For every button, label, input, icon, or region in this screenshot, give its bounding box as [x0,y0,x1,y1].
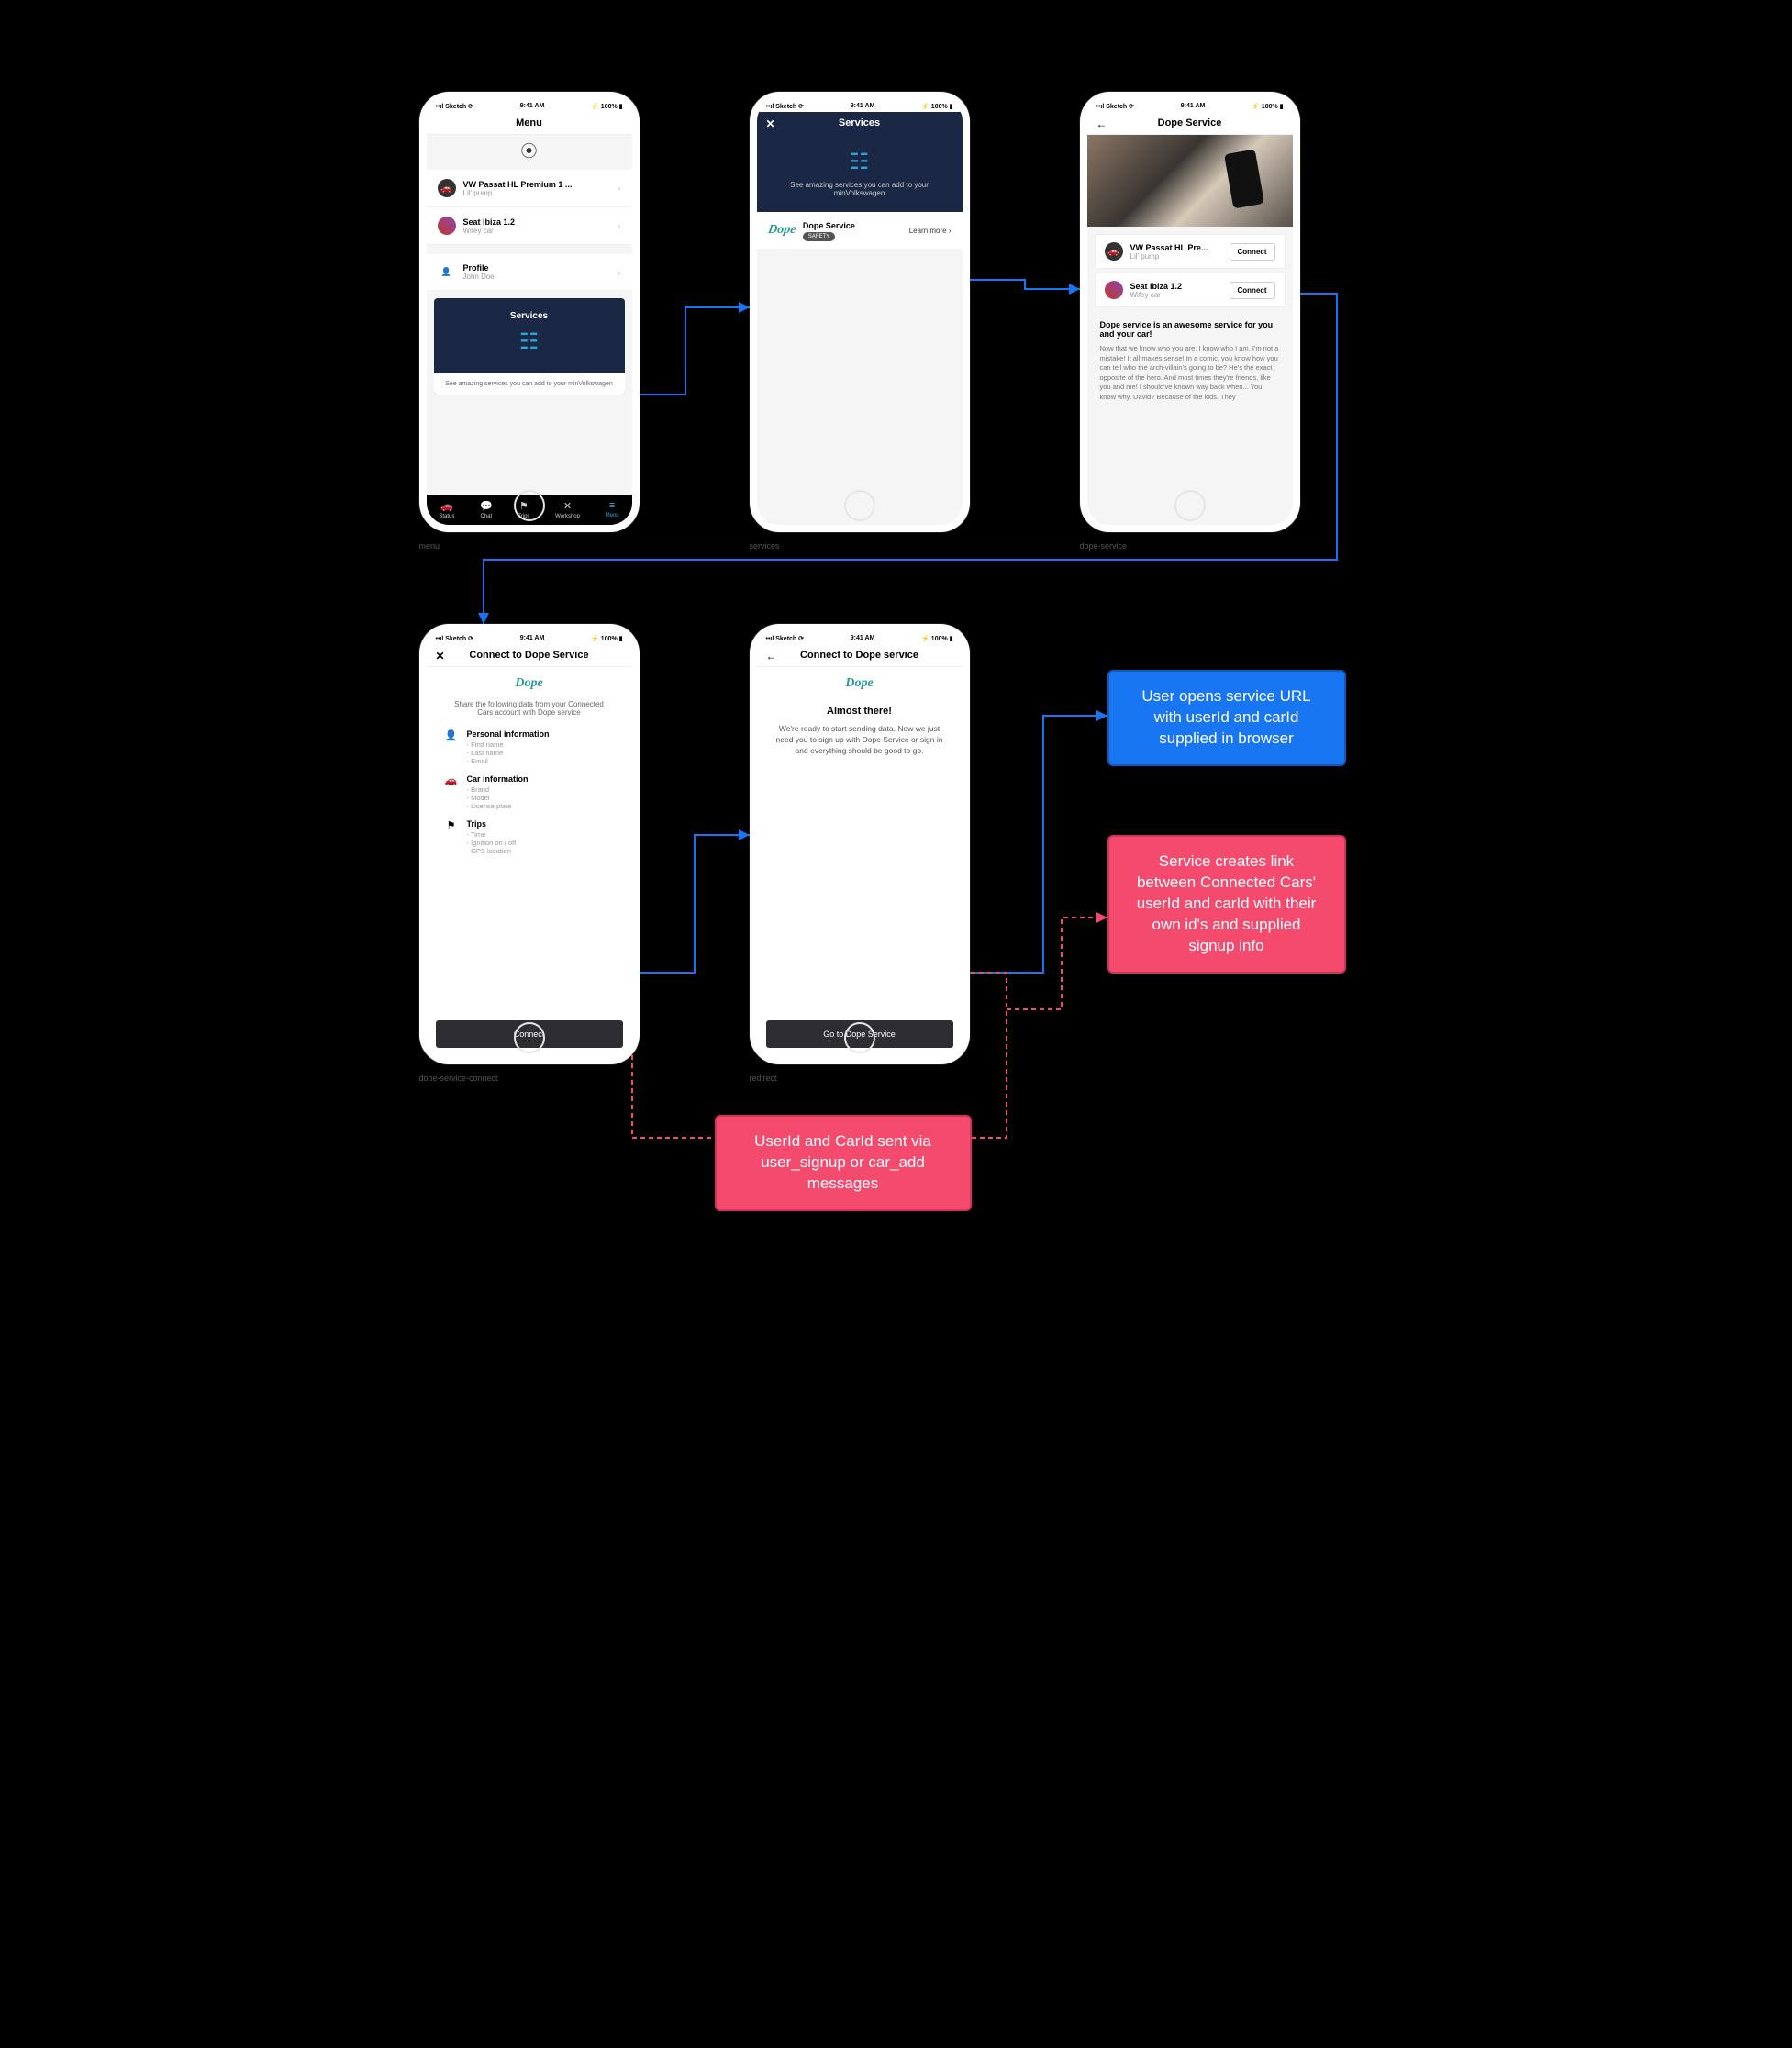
chevron-right-icon: › [618,182,621,195]
stack-icon: ☷ [775,149,944,175]
connect-button[interactable]: Connect [1230,243,1275,261]
navbar-title: ← Connect to Dope service [757,644,963,667]
connect-car-row-1: 🚗 VW Passat HL Pre... Lil' pump Connect [1095,234,1286,269]
hero-image [1087,135,1293,227]
car-icon: 🚗 [1105,242,1123,261]
chevron-right-icon: › [618,219,621,232]
close-icon[interactable]: ✕ [766,117,775,130]
navbar-title: Menu [427,112,632,135]
profile-row[interactable]: 👤 Profile John Doe › [427,254,632,291]
car-row-1[interactable]: 🚗 VW Passat HL Premium 1 ... Lil' pump › [427,170,632,207]
callout-pink-1: Service creates link between Connected C… [1107,835,1346,974]
phone-connect: ••ıl Sketch ⟳9:41 AM⚡ 100% ▮ ✕ Connect t… [419,624,640,1064]
dope-logo: Dope [845,676,873,690]
services-tile[interactable]: Services ☷ See amazing services you can … [434,298,625,395]
navbar-title: ✕ Connect to Dope Service [427,644,632,667]
phone-menu: ••ıl Sketch ⟳ 9:41 AM ⚡ 100% ▮ Menu ⦿ 🚗 … [419,92,640,532]
home-button[interactable] [844,490,875,521]
dope-logo: Dope [766,223,796,238]
callout-blue: User opens service URL with userId and c… [1107,670,1346,766]
statusbar: ••ıl Sketch ⟳9:41 AM⚡ 100% ▮ [427,631,632,644]
car-avatar-icon [1105,281,1123,299]
learn-more-link[interactable]: Learn more › [909,227,952,235]
callout-pink-2: UserId and CarId sent via user_signup or… [715,1115,972,1211]
chevron-right-icon: › [618,266,621,279]
car-avatar-icon [438,217,456,235]
trips-info-list: TimeIgnition on / offGPS location [467,830,614,855]
service-row[interactable]: Dope Dope Service SAFETY Learn more › [757,212,963,249]
profile-icon: 👤 [438,267,456,277]
phone-dope-service: ••ıl Sketch ⟳9:41 AM⚡ 100% ▮ ← Dope Serv… [1080,92,1300,532]
phone-redirect: ••ıl Sketch ⟳9:41 AM⚡ 100% ▮ ← Connect t… [750,624,970,1064]
home-button[interactable] [844,1022,875,1053]
connect-button[interactable]: Connect [1230,282,1275,299]
tab-menu[interactable]: ≡Menu [606,500,619,519]
car-icon: 🚗 [445,774,458,810]
statusbar: ••ıl Sketch ⟳9:41 AM⚡ 100% ▮ [1087,99,1293,112]
car-row-2[interactable]: Seat Ibiza 1.2 Wifey car › [427,207,632,245]
navbar-title: ← Dope Service [1087,112,1293,135]
connect-car-row-2: Seat Ibiza 1.2 Wifey car Connect [1095,273,1286,307]
phone-services: ••ıl Sketch ⟳9:41 AM⚡ 100% ▮ ✕ Services … [750,92,970,532]
trips-icon: ⚑ [445,819,458,855]
close-icon[interactable]: ✕ [436,650,445,662]
home-button[interactable] [1174,490,1206,521]
person-icon: 👤 [445,729,458,765]
back-icon[interactable]: ← [766,650,777,662]
car-icon: 🚗 [438,179,456,197]
tab-chat[interactable]: 💬Chat [480,500,493,519]
statusbar: ••ıl Sketch ⟳9:41 AM⚡ 100% ▮ [757,631,963,644]
statusbar: ••ıl Sketch ⟳9:41 AM⚡ 100% ▮ [757,99,963,112]
navbar-title: ✕ Services [757,112,963,134]
search-icon: ⦿ [427,135,632,170]
dope-logo: Dope [515,676,542,690]
car-info-list: BrandModelLicense plate [467,785,614,810]
tab-status[interactable]: 🚗Status [439,500,454,519]
home-button[interactable] [514,490,545,521]
stack-icon: ☷ [443,328,616,355]
statusbar: ••ıl Sketch ⟳ 9:41 AM ⚡ 100% ▮ [427,99,632,112]
tab-workshop[interactable]: ✕Workshop [555,500,580,519]
personal-info-list: First nameLast nameEmail [467,740,614,765]
back-icon[interactable]: ← [1096,117,1107,130]
home-button[interactable] [514,1022,545,1053]
